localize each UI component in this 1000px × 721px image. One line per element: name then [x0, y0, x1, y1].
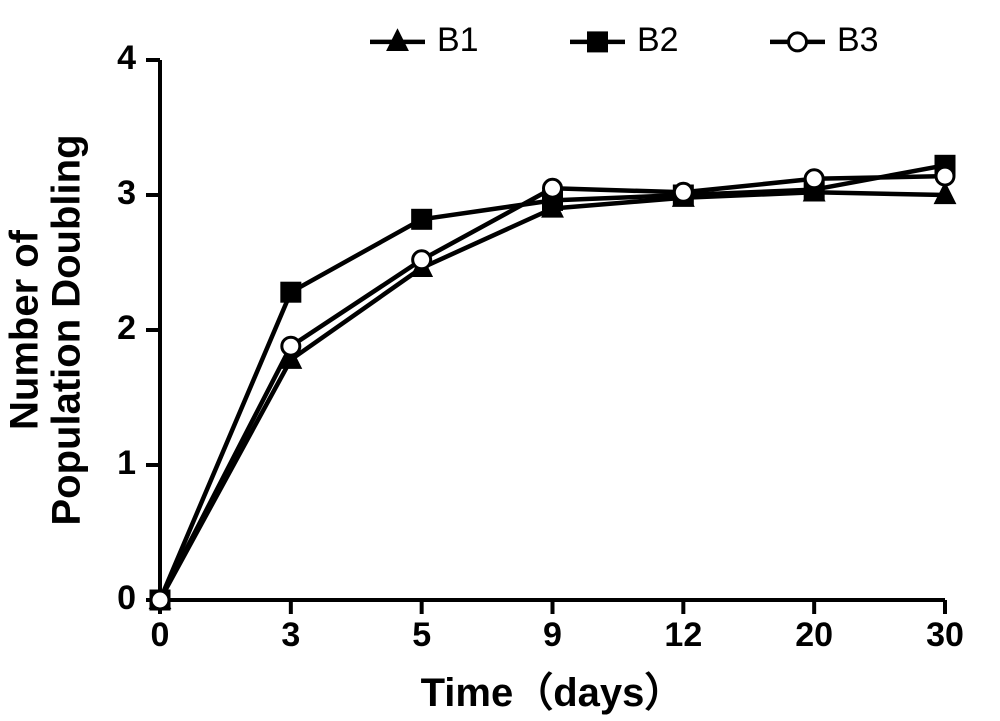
- chart-container: 012340359122030Time（days）Number ofPopula…: [0, 0, 1000, 721]
- x-tick-label: 0: [151, 616, 170, 654]
- legend-marker-b3: [789, 33, 807, 51]
- legend-marker-b2: [589, 33, 607, 51]
- y-tick-label: 2: [117, 309, 136, 347]
- y-tick-label: 3: [117, 174, 136, 212]
- x-tick-label: 20: [795, 616, 833, 654]
- legend-label-b3: B3: [837, 21, 879, 59]
- svg-text:Population Doubling: Population Doubling: [45, 134, 89, 525]
- y-tick-label: 0: [117, 579, 136, 617]
- series-marker-b3: [413, 251, 431, 269]
- series-marker-b3: [544, 179, 562, 197]
- legend-label-b1: B1: [437, 21, 479, 59]
- series-marker-b2: [282, 283, 300, 301]
- x-tick-label: 12: [664, 616, 702, 654]
- series-marker-b3: [151, 591, 169, 609]
- series-marker-b3: [282, 337, 300, 355]
- y-tick-label: 1: [117, 444, 136, 482]
- legend-label-b2: B2: [637, 21, 679, 59]
- series-marker-b3: [674, 183, 692, 201]
- x-tick-label: 30: [926, 616, 964, 654]
- series-marker-b3: [805, 170, 823, 188]
- x-tick-label: 3: [281, 616, 300, 654]
- series-marker-b2: [413, 210, 431, 228]
- y-tick-label: 4: [117, 39, 136, 77]
- x-tick-label: 9: [543, 616, 562, 654]
- series-marker-b3: [936, 167, 954, 185]
- growth-chart: 012340359122030Time（days）Number ofPopula…: [0, 0, 1000, 721]
- svg-text:Number of: Number of: [3, 229, 47, 430]
- x-axis-label: Time（days）: [421, 671, 685, 715]
- x-tick-label: 5: [412, 616, 431, 654]
